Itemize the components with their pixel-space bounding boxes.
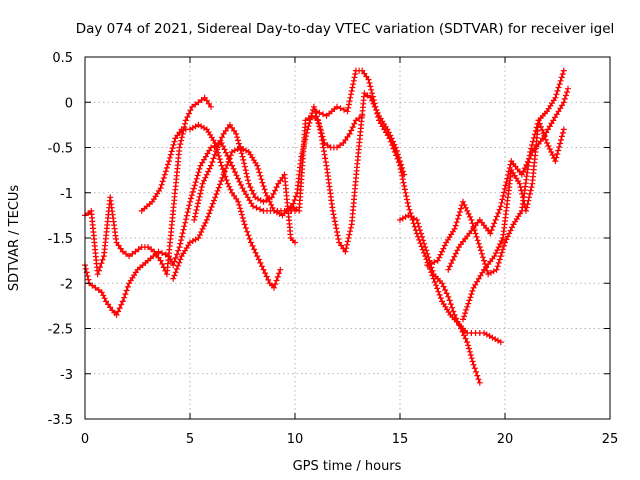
x-tick-label: 25 [602,432,619,447]
data-point-markers [460,117,567,323]
data-series-track [138,121,284,291]
chart-title: Day 074 of 2021, Sidereal Day-to-day VTE… [76,21,615,37]
data-series-track [460,117,567,323]
y-tick-label: -3.5 [48,413,73,428]
y-tick-label: -3 [60,368,73,383]
data-series-line [427,70,565,275]
data-point-markers [313,67,504,346]
x-tick-label: 10 [287,432,304,447]
x-tick-label: 15 [392,432,409,447]
x-axis-tick-labels: 0 5 10 15 20 25 [81,432,618,447]
x-tick-label: 5 [186,432,194,447]
y-axis-title: SDTVAR / TECUs [7,185,22,292]
data-series-track [313,67,504,346]
data-series-line [447,88,569,270]
data-series-track [170,112,366,282]
data-series-track [191,121,298,246]
x-axis-title: GPS time / hours [293,459,402,474]
y-tick-label: -1 [60,187,73,202]
data-series-line [290,92,405,253]
data-point-markers [138,121,284,291]
data-series-track [424,67,567,278]
data-series-track [397,212,483,386]
data-series-track [287,90,408,255]
y-axis-tick-labels: -3.5 -3 -2.5 -2 -1.5 -1 -0.5 0 0.5 [48,51,73,428]
y-tick-label: -2.5 [48,323,73,338]
data-point-markers [191,121,298,246]
data-series [82,67,571,386]
data-series-line [399,214,481,384]
axis-ticks [84,56,611,420]
x-tick-label: 0 [81,432,89,447]
y-tick-label: 0.5 [52,51,73,66]
y-tick-label: -1.5 [48,232,73,247]
x-tick-label: 20 [497,432,514,447]
data-point-markers [424,67,567,278]
y-tick-label: -0.5 [48,142,73,157]
data-point-markers [170,112,366,282]
data-point-markers [445,85,571,273]
data-point-markers [287,90,408,255]
y-tick-label: 0 [65,96,73,111]
data-series-track [445,85,571,273]
data-point-markers [397,212,483,386]
y-tick-label: -2 [60,277,73,292]
